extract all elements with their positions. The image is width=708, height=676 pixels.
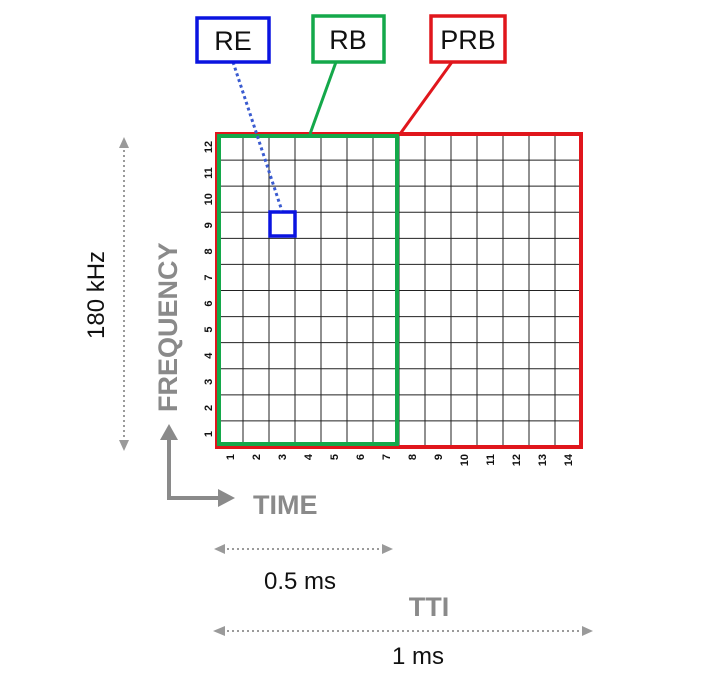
frequency-tick-label: 9	[203, 222, 215, 228]
frequency-axis-title: FREQUENCY	[153, 242, 183, 412]
rb-leader-line	[308, 61, 338, 135]
time-tick-label: 7	[381, 454, 393, 460]
frequency-tick-label: 12	[203, 141, 215, 153]
tti-duration-label: 1 ms	[392, 643, 444, 670]
time-tick-label: 10	[459, 454, 471, 466]
bandwidth-label: 180 kHz	[83, 251, 110, 339]
rb-label-box: RB	[311, 14, 386, 64]
time-tick-label: 3	[277, 454, 289, 460]
re-label: RE	[214, 26, 252, 56]
time-tick-label: 1	[225, 454, 237, 460]
frequency-tick-label: 4	[203, 352, 215, 359]
bandwidth-dimension	[119, 137, 129, 451]
time-tick-label: 12	[511, 454, 523, 466]
frequency-tick-label: 10	[203, 193, 215, 205]
time-tick-label: 13	[537, 454, 549, 466]
frequency-tick-label: 2	[203, 405, 215, 411]
frequency-tick-label: 7	[203, 274, 215, 280]
prb-label: PRB	[440, 25, 496, 55]
time-tick-label: 4	[303, 453, 315, 460]
axis-arrows	[160, 424, 235, 507]
time-tick-label: 2	[251, 454, 263, 460]
rb-outline	[217, 134, 399, 446]
time-arrow-icon	[218, 489, 235, 507]
prb-label-box: PRB	[429, 14, 507, 64]
frequency-tick-label: 6	[203, 300, 215, 306]
time-tick-label: 6	[355, 454, 367, 460]
half-slot-dimension	[214, 544, 393, 554]
tti-dimension	[213, 626, 593, 636]
frequency-arrow-icon	[160, 424, 178, 440]
frequency-tick-label: 5	[203, 327, 215, 333]
time-tick-label: 11	[485, 454, 497, 466]
half-slot-label: 0.5 ms	[264, 568, 336, 595]
frequency-tick-label: 8	[203, 248, 215, 254]
tti-label: TTI	[409, 592, 450, 622]
time-tick-label: 9	[433, 454, 445, 460]
time-tick-labels: 1 2 3 4 5 6 7 8 9 10 11 12 13 14	[225, 453, 575, 466]
frequency-tick-label: 1	[203, 431, 215, 437]
rb-label: RB	[329, 25, 367, 55]
prb-leader-line	[398, 61, 454, 135]
time-tick-label: 8	[407, 454, 419, 460]
frequency-tick-label: 3	[203, 379, 215, 385]
re-leader-line	[231, 61, 284, 212]
time-axis-title: TIME	[253, 490, 318, 520]
time-tick-label: 14	[563, 453, 575, 466]
re-label-box: RE	[195, 16, 271, 64]
frequency-tick-label: 11	[203, 167, 215, 179]
time-tick-label: 5	[329, 454, 341, 460]
re-cell-highlight	[268, 210, 297, 238]
